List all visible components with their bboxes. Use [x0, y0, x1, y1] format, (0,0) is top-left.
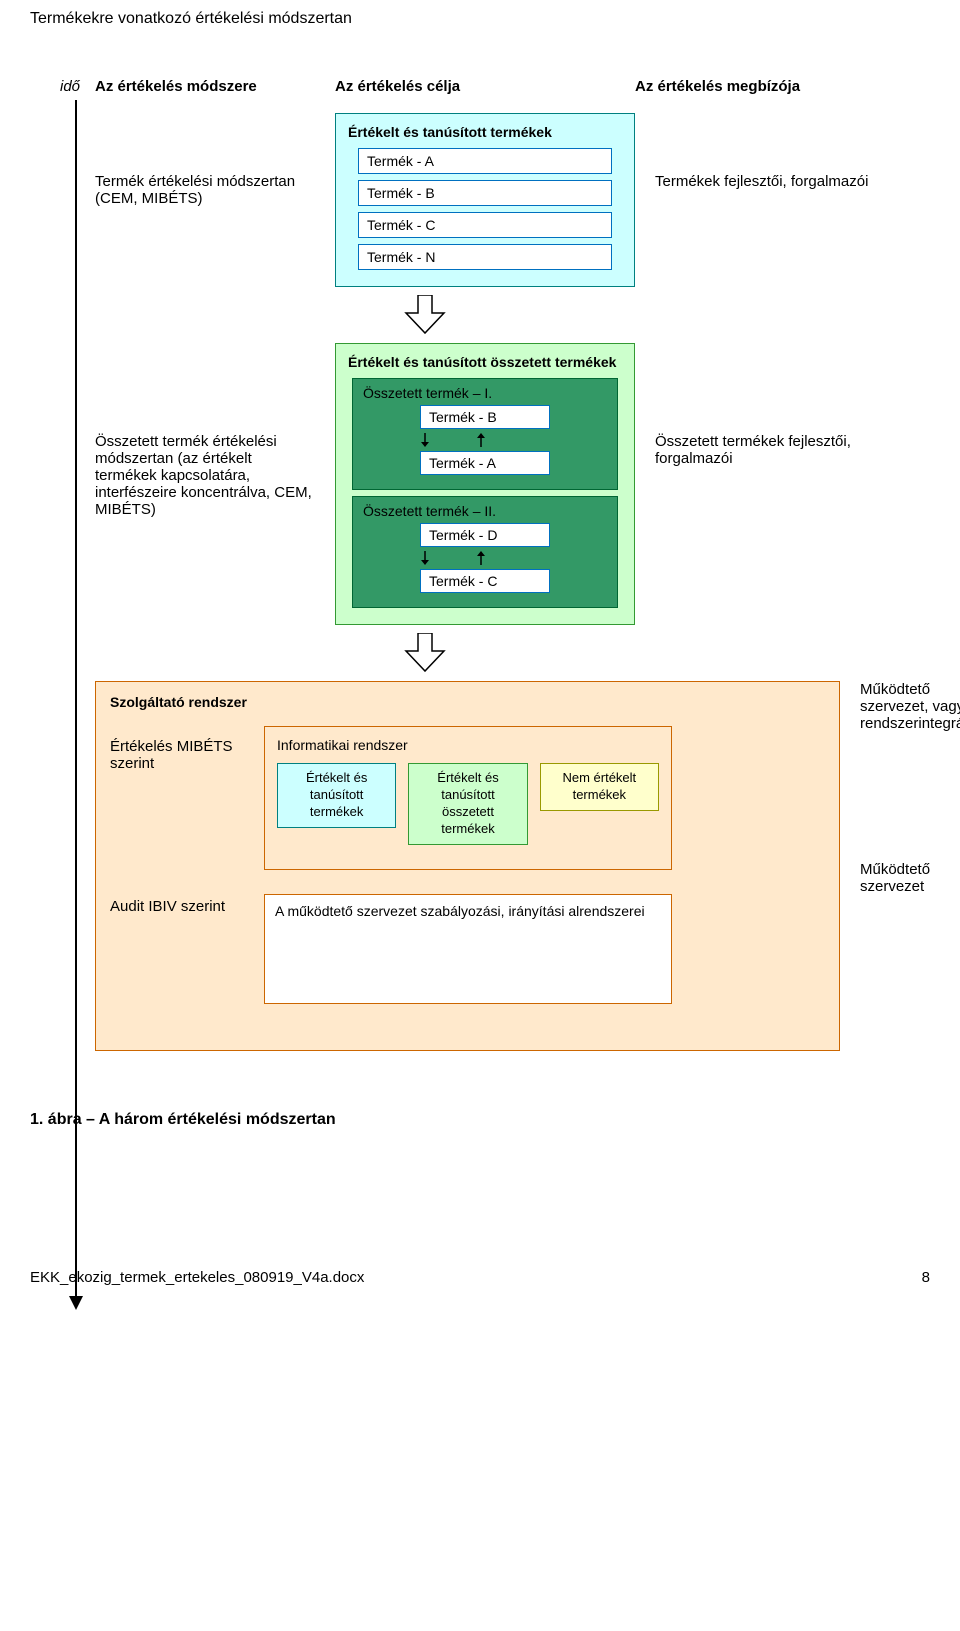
comp1-b: Termék - B — [420, 405, 550, 429]
composite-1-title: Összetett termék – I. — [363, 385, 607, 401]
footer-pagenum: 8 — [922, 1269, 930, 1286]
time-label: idő — [60, 78, 80, 95]
product-a: Termék - A — [358, 148, 612, 174]
product-c: Termék - C — [358, 212, 612, 238]
figure-caption: 1. ábra – A három értékelési módszertan — [30, 1111, 930, 1129]
section-services: Szolgáltató rendszer Értékelés MIBÉTS sz… — [95, 681, 930, 1051]
section-products: Termék értékelési módszertan (CEM, MIBÉT… — [95, 113, 930, 287]
row1-right: Működtető szervezet, vagy rendszerintegr… — [860, 681, 960, 801]
row1-left: Értékelés MIBÉTS szerint — [110, 718, 240, 772]
row2-left: Audit IBIV szerint — [110, 878, 240, 915]
comp2-d: Termék - D — [420, 523, 550, 547]
page-header: Termékekre vonatkozó értékelési módszert… — [30, 0, 930, 78]
product-n: Termék - N — [358, 244, 612, 270]
informatics-title: Informatikai rendszer — [277, 737, 659, 753]
column-headers: Az értékelés módszere Az értékelés célja… — [95, 78, 930, 95]
composite-2: Összetett termék – II. Termék - D Termék… — [352, 496, 618, 608]
informatics-box: Informatikai rendszer Értékelt és tanúsí… — [264, 726, 672, 870]
product-b: Termék - B — [358, 180, 612, 206]
smallbox-evaluated: Értékelt és tanúsított termékek — [277, 763, 396, 828]
sec2-right: Összetett termékek fejlesztői, forgalmaz… — [655, 343, 885, 467]
col-header-right: Az értékelés megbízója — [635, 78, 865, 95]
comp1-a: Termék - A — [420, 451, 550, 475]
bidir-arrow-icon — [363, 551, 543, 565]
smallbox-uneval: Nem értékelt termékek — [540, 763, 659, 811]
comp2-c: Termék - C — [420, 569, 550, 593]
sec2-left: Összetett termék értékelési módszertan (… — [95, 343, 315, 518]
col-header-left: Az értékelés módszere — [95, 78, 335, 95]
page-footer: EKK_ekozig_termek_ertekeles_080919_V4a.d… — [30, 1269, 930, 1286]
orange-panel: Szolgáltató rendszer Értékelés MIBÉTS sz… — [95, 681, 840, 1051]
green-panel-title: Értékelt és tanúsított összetett terméke… — [348, 354, 622, 370]
smallbox-composite: Értékelt és tanúsított összetett terméke… — [408, 763, 527, 845]
down-arrow-icon — [400, 295, 450, 335]
col-header-mid: Az értékelés célja — [335, 78, 635, 95]
timeline-arrow-icon — [75, 100, 77, 1300]
green-panel: Értékelt és tanúsított összetett terméke… — [335, 343, 635, 625]
orange-panel-title: Szolgáltató rendszer — [110, 694, 825, 710]
governance-box: A működtető szervezet szabályozási, irán… — [264, 894, 672, 1004]
sec1-left: Termék értékelési módszertan (CEM, MIBÉT… — [95, 113, 315, 207]
footer-filename: EKK_ekozig_termek_ertekeles_080919_V4a.d… — [30, 1269, 364, 1286]
sec1-right: Termékek fejlesztői, forgalmazói — [655, 113, 885, 190]
bidir-arrow-icon — [363, 433, 543, 447]
row2-right: Működtető szervezet — [860, 861, 960, 895]
composite-2-title: Összetett termék – II. — [363, 503, 607, 519]
blue-panel: Értékelt és tanúsított termékek Termék -… — [335, 113, 635, 287]
section-composites: Összetett termék értékelési módszertan (… — [95, 343, 930, 625]
blue-panel-title: Értékelt és tanúsított termékek — [348, 124, 622, 140]
down-arrow-icon — [400, 633, 450, 673]
diagram: idő Az értékelés módszere Az értékelés c… — [30, 78, 930, 1051]
composite-1: Összetett termék – I. Termék - B Termék … — [352, 378, 618, 490]
